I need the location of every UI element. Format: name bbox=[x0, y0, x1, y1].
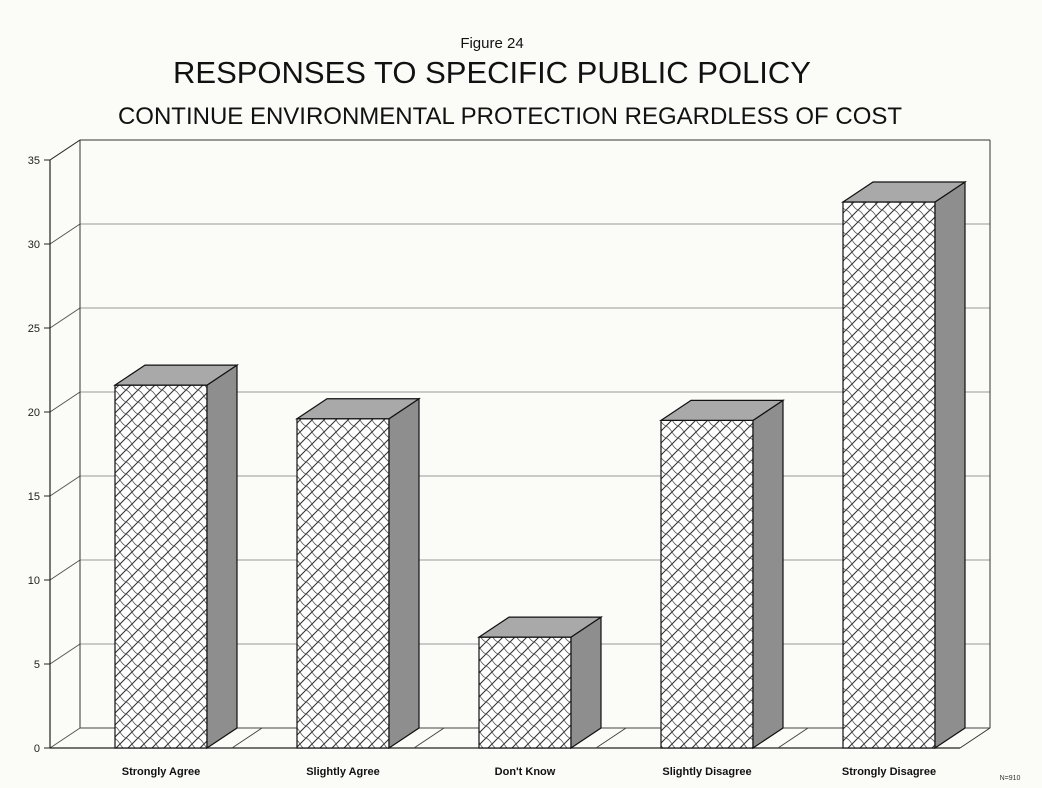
wall-tick bbox=[49, 223, 81, 245]
category-label: Slightly Agree bbox=[306, 766, 380, 778]
bar-side bbox=[206, 363, 238, 750]
bar-front bbox=[114, 384, 208, 749]
figure-label: Figure 24 bbox=[460, 35, 523, 52]
bar-top bbox=[659, 399, 785, 421]
bar-top bbox=[113, 364, 239, 386]
floor-divider bbox=[231, 727, 263, 749]
wall-tick bbox=[49, 475, 81, 497]
y-tick-label: 25 bbox=[28, 323, 40, 335]
category-label: Don't Know bbox=[495, 766, 556, 778]
bar bbox=[295, 397, 421, 750]
wall-tick bbox=[49, 727, 81, 749]
y-tick-label: 5 bbox=[34, 659, 40, 671]
floor-divider bbox=[777, 727, 809, 749]
sample-size-note: N=910 bbox=[1000, 775, 1021, 782]
chart-title: RESPONSES TO SPECIFIC PUBLIC POLICY bbox=[173, 55, 811, 90]
wall-top-edge bbox=[49, 139, 81, 161]
wall-tick bbox=[49, 307, 81, 329]
bar-side bbox=[752, 399, 784, 750]
y-tick-label: 30 bbox=[28, 239, 40, 251]
y-tick-label: 15 bbox=[28, 491, 40, 503]
bar bbox=[113, 363, 239, 750]
category-label: Slightly Disagree bbox=[662, 766, 751, 778]
wall-tick bbox=[49, 643, 81, 665]
y-tick-label: 20 bbox=[28, 407, 40, 419]
category-label: Strongly Agree bbox=[122, 766, 200, 778]
floor-right-edge bbox=[959, 727, 991, 749]
bar bbox=[659, 399, 785, 750]
bar-front bbox=[842, 201, 936, 749]
y-tick-label: 35 bbox=[28, 155, 40, 167]
bar-side bbox=[388, 397, 420, 750]
floor-divider bbox=[413, 727, 445, 749]
y-tick-label: 10 bbox=[28, 575, 40, 587]
floor-divider bbox=[595, 727, 627, 749]
bar-top bbox=[295, 398, 421, 420]
y-tick-label: 0 bbox=[34, 743, 40, 755]
bar-top bbox=[841, 181, 967, 203]
chart-subtitle: CONTINUE ENVIRONMENTAL PROTECTION REGARD… bbox=[118, 103, 902, 130]
category-label: Strongly Disagree bbox=[842, 766, 936, 778]
bar-top bbox=[477, 616, 603, 638]
wall-tick bbox=[49, 391, 81, 413]
bar bbox=[841, 180, 967, 750]
bar-front bbox=[478, 636, 572, 749]
bar-side bbox=[934, 180, 966, 750]
bars bbox=[113, 180, 967, 750]
category-labels: Strongly Agree Slightly Agree Don't Know Sl… bbox=[122, 766, 936, 778]
bar-side bbox=[570, 615, 602, 750]
bar-front bbox=[296, 418, 390, 749]
bar-front bbox=[660, 419, 754, 749]
wall-tick bbox=[49, 559, 81, 581]
bar bbox=[477, 615, 603, 750]
